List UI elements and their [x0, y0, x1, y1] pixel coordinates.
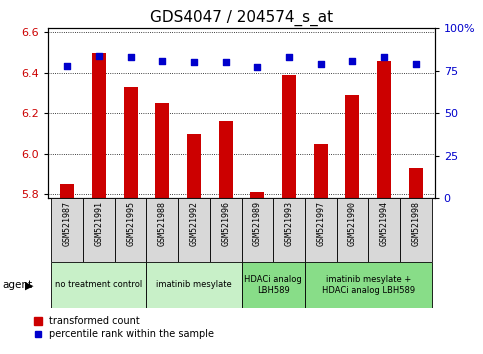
Bar	[273, 198, 305, 262]
Bar	[115, 198, 146, 262]
Text: GSM521988: GSM521988	[158, 201, 167, 246]
Bar	[377, 61, 391, 198]
Point	[222, 59, 229, 65]
Text: GSM521997: GSM521997	[316, 201, 325, 246]
Text: GSM521998: GSM521998	[411, 201, 420, 246]
Bar	[242, 262, 305, 308]
Text: imatinib mesylate: imatinib mesylate	[156, 280, 232, 290]
Point	[412, 61, 420, 67]
Text: ▶: ▶	[25, 281, 34, 291]
Bar	[52, 262, 146, 308]
Bar	[305, 262, 431, 308]
Point	[127, 55, 134, 60]
Text: GSM521991: GSM521991	[95, 201, 103, 246]
Text: GSM521987: GSM521987	[63, 201, 72, 246]
Bar	[187, 133, 201, 198]
Text: GSM521993: GSM521993	[284, 201, 294, 246]
Bar	[146, 262, 242, 308]
Bar	[305, 198, 337, 262]
Point	[63, 63, 71, 69]
Text: agent: agent	[2, 280, 32, 290]
Bar	[83, 198, 115, 262]
Bar	[409, 168, 423, 198]
Bar	[242, 198, 273, 262]
Point	[380, 55, 388, 60]
Text: GSM521989: GSM521989	[253, 201, 262, 246]
Point	[349, 58, 356, 63]
Legend: transformed count, percentile rank within the sample: transformed count, percentile rank withi…	[30, 313, 218, 343]
Point	[254, 64, 261, 70]
Text: GSM521990: GSM521990	[348, 201, 357, 246]
Text: GSM521994: GSM521994	[380, 201, 388, 246]
Bar	[368, 198, 400, 262]
Point	[285, 55, 293, 60]
Bar	[282, 75, 296, 198]
Point	[190, 59, 198, 65]
Bar	[92, 53, 106, 198]
Bar	[210, 198, 242, 262]
Bar	[178, 198, 210, 262]
Bar	[337, 198, 368, 262]
Title: GDS4047 / 204574_s_at: GDS4047 / 204574_s_at	[150, 9, 333, 25]
Text: GSM521992: GSM521992	[189, 201, 199, 246]
Text: imatinib mesylate +
HDACi analog LBH589: imatinib mesylate + HDACi analog LBH589	[322, 275, 415, 295]
Text: HDACi analog
LBH589: HDACi analog LBH589	[244, 275, 302, 295]
Text: GSM521996: GSM521996	[221, 201, 230, 246]
Bar	[400, 198, 431, 262]
Bar	[250, 192, 265, 198]
Bar	[146, 198, 178, 262]
Point	[158, 58, 166, 63]
Bar	[155, 103, 170, 198]
Text: no treatment control: no treatment control	[56, 280, 142, 290]
Text: GSM521995: GSM521995	[126, 201, 135, 246]
Bar	[60, 184, 74, 198]
Point	[95, 53, 103, 58]
Bar	[124, 87, 138, 198]
Bar	[218, 121, 233, 198]
Bar	[313, 144, 328, 198]
Point	[317, 61, 325, 67]
Bar	[52, 198, 83, 262]
Bar	[345, 95, 359, 198]
